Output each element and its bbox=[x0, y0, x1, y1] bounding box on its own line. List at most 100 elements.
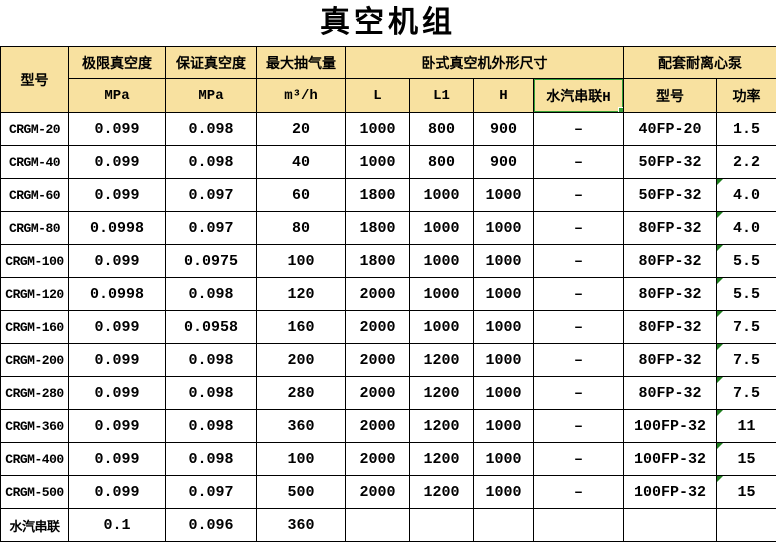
cell-l[interactable] bbox=[345, 508, 410, 542]
header-cell-unit-mpa-2[interactable]: MPa bbox=[165, 78, 257, 113]
cell-l[interactable]: 2000 bbox=[345, 409, 410, 443]
cell-capacity[interactable]: 120 bbox=[256, 277, 346, 311]
cell-power[interactable]: 15 bbox=[716, 442, 776, 476]
cell-power[interactable]: 4.0 bbox=[716, 211, 776, 245]
header-cell-steam-series-h selected-cell[interactable]: 水汽串联H bbox=[533, 78, 624, 113]
header-cell-dim-l1[interactable]: L1 bbox=[409, 78, 474, 113]
cell-ultimate[interactable]: 0.099 bbox=[68, 112, 166, 146]
cell-capacity[interactable]: 360 bbox=[256, 508, 346, 542]
cell-capacity[interactable]: 360 bbox=[256, 409, 346, 443]
cell-l[interactable]: 1800 bbox=[345, 178, 410, 212]
cell-model[interactable]: CRGM-100 bbox=[0, 244, 69, 278]
cell-ultimate[interactable]: 0.1 bbox=[68, 508, 166, 542]
header-cell-guaranteed-vacuum[interactable]: 保证真空度 bbox=[165, 46, 257, 79]
cell-l[interactable]: 2000 bbox=[345, 376, 410, 410]
header-cell-ultimate-vacuum[interactable]: 极限真空度 bbox=[68, 46, 166, 79]
cell-steam-h[interactable]: – bbox=[533, 211, 624, 245]
cell-pump-model[interactable]: 80FP-32 bbox=[623, 310, 717, 344]
cell-model[interactable]: CRGM-80 bbox=[0, 211, 69, 245]
cell-guaranteed[interactable]: 0.098 bbox=[165, 343, 257, 377]
cell-pump-model[interactable]: 50FP-32 bbox=[623, 145, 717, 179]
cell-capacity[interactable]: 100 bbox=[256, 244, 346, 278]
cell-guaranteed[interactable]: 0.097 bbox=[165, 475, 257, 509]
cell-l[interactable]: 2000 bbox=[345, 277, 410, 311]
cell-l1[interactable]: 800 bbox=[409, 145, 474, 179]
cell-l1[interactable] bbox=[409, 508, 474, 542]
cell-power[interactable]: 5.5 bbox=[716, 244, 776, 278]
cell-steam-h[interactable]: – bbox=[533, 310, 624, 344]
cell-h[interactable]: 1000 bbox=[473, 211, 534, 245]
cell-steam-h[interactable]: – bbox=[533, 475, 624, 509]
cell-l[interactable]: 1800 bbox=[345, 211, 410, 245]
cell-l1[interactable]: 1200 bbox=[409, 442, 474, 476]
cell-l1[interactable]: 1200 bbox=[409, 475, 474, 509]
cell-steam-h[interactable]: – bbox=[533, 178, 624, 212]
cell-ultimate[interactable]: 0.099 bbox=[68, 244, 166, 278]
cell-pump-model[interactable]: 80FP-32 bbox=[623, 277, 717, 311]
cell-h[interactable]: 1000 bbox=[473, 277, 534, 311]
cell-guaranteed[interactable]: 0.098 bbox=[165, 442, 257, 476]
cell-ultimate[interactable]: 0.099 bbox=[68, 343, 166, 377]
cell-steam-h[interactable]: – bbox=[533, 112, 624, 146]
cell-h[interactable]: 1000 bbox=[473, 376, 534, 410]
cell-model[interactable]: 水汽串联 bbox=[0, 508, 69, 542]
selection-fill-handle[interactable] bbox=[618, 107, 623, 112]
cell-guaranteed[interactable]: 0.0958 bbox=[165, 310, 257, 344]
cell-pump-model[interactable]: 100FP-32 bbox=[623, 475, 717, 509]
cell-steam-h[interactable]: – bbox=[533, 277, 624, 311]
cell-pump-model[interactable] bbox=[623, 508, 717, 542]
cell-steam-h[interactable]: – bbox=[533, 442, 624, 476]
cell-ultimate[interactable]: 0.099 bbox=[68, 376, 166, 410]
cell-l1[interactable]: 1200 bbox=[409, 376, 474, 410]
cell-ultimate[interactable]: 0.099 bbox=[68, 310, 166, 344]
header-cell-pump-power[interactable]: 功率 bbox=[716, 78, 776, 113]
cell-h[interactable]: 900 bbox=[473, 145, 534, 179]
cell-power[interactable]: 7.5 bbox=[716, 376, 776, 410]
cell-power[interactable]: 15 bbox=[716, 475, 776, 509]
cell-h[interactable]: 1000 bbox=[473, 343, 534, 377]
cell-pump-model[interactable]: 100FP-32 bbox=[623, 442, 717, 476]
cell-l1[interactable]: 1000 bbox=[409, 244, 474, 278]
header-cell-pump-group[interactable]: 配套耐离心泵 bbox=[623, 46, 776, 79]
cell-guaranteed[interactable]: 0.097 bbox=[165, 178, 257, 212]
cell-capacity[interactable]: 80 bbox=[256, 211, 346, 245]
cell-steam-h[interactable] bbox=[533, 508, 624, 542]
cell-capacity[interactable]: 20 bbox=[256, 112, 346, 146]
cell-pump-model[interactable]: 100FP-32 bbox=[623, 409, 717, 443]
cell-l[interactable]: 2000 bbox=[345, 343, 410, 377]
cell-capacity[interactable]: 100 bbox=[256, 442, 346, 476]
cell-capacity[interactable]: 40 bbox=[256, 145, 346, 179]
cell-guaranteed[interactable]: 0.098 bbox=[165, 112, 257, 146]
cell-model[interactable]: CRGM-500 bbox=[0, 475, 69, 509]
cell-power[interactable]: 5.5 bbox=[716, 277, 776, 311]
cell-l[interactable]: 1800 bbox=[345, 244, 410, 278]
cell-l1[interactable]: 1000 bbox=[409, 178, 474, 212]
cell-h[interactable]: 900 bbox=[473, 112, 534, 146]
cell-l[interactable]: 1000 bbox=[345, 145, 410, 179]
cell-model[interactable]: CRGM-20 bbox=[0, 112, 69, 146]
cell-h[interactable]: 1000 bbox=[473, 409, 534, 443]
cell-l1[interactable]: 1200 bbox=[409, 409, 474, 443]
cell-capacity[interactable]: 200 bbox=[256, 343, 346, 377]
header-cell-pump-model[interactable]: 型号 bbox=[623, 78, 717, 113]
cell-h[interactable]: 1000 bbox=[473, 244, 534, 278]
cell-power[interactable]: 1.5 bbox=[716, 112, 776, 146]
cell-pump-model[interactable]: 80FP-32 bbox=[623, 244, 717, 278]
cell-power[interactable]: 11 bbox=[716, 409, 776, 443]
cell-ultimate[interactable]: 0.099 bbox=[68, 442, 166, 476]
cell-pump-model[interactable]: 80FP-32 bbox=[623, 343, 717, 377]
cell-capacity[interactable]: 60 bbox=[256, 178, 346, 212]
cell-guaranteed[interactable]: 0.097 bbox=[165, 211, 257, 245]
cell-h[interactable] bbox=[473, 508, 534, 542]
cell-model[interactable]: CRGM-120 bbox=[0, 277, 69, 311]
cell-h[interactable]: 1000 bbox=[473, 178, 534, 212]
cell-capacity[interactable]: 280 bbox=[256, 376, 346, 410]
cell-model[interactable]: CRGM-200 bbox=[0, 343, 69, 377]
cell-ultimate[interactable]: 0.099 bbox=[68, 145, 166, 179]
cell-pump-model[interactable]: 80FP-32 bbox=[623, 211, 717, 245]
header-cell-unit-m3h[interactable]: m³/h bbox=[256, 78, 346, 113]
cell-pump-model[interactable]: 80FP-32 bbox=[623, 376, 717, 410]
cell-ultimate[interactable]: 0.099 bbox=[68, 475, 166, 509]
cell-l[interactable]: 2000 bbox=[345, 310, 410, 344]
cell-guaranteed[interactable]: 0.098 bbox=[165, 376, 257, 410]
